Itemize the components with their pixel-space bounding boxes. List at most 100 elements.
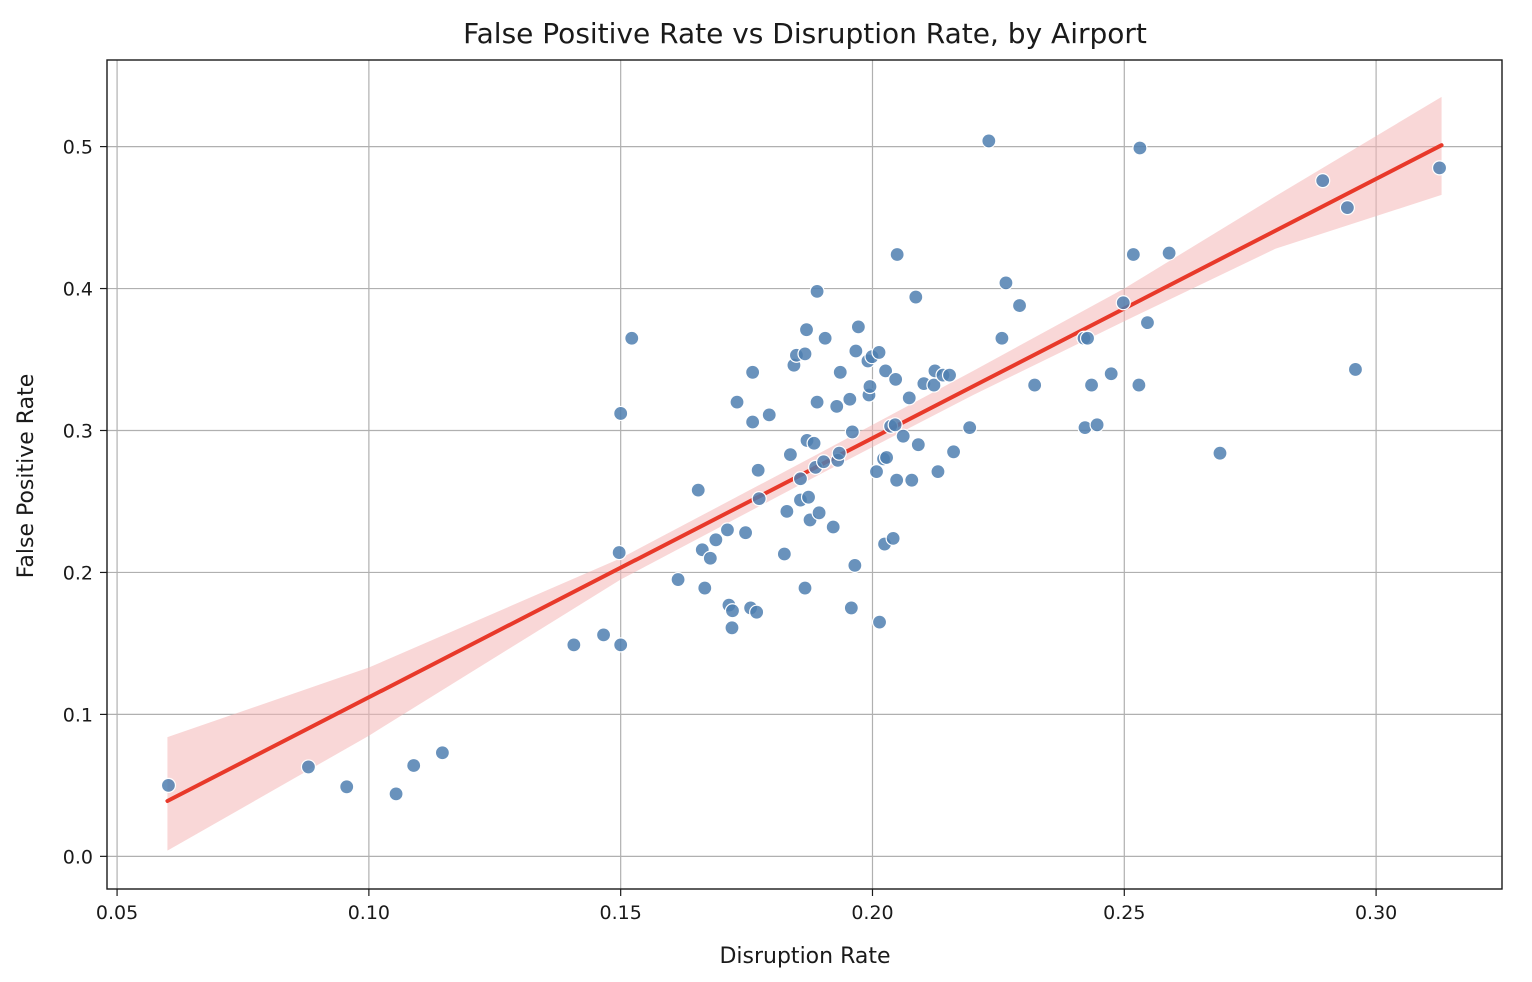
data-point (847, 557, 863, 573)
data-point (848, 343, 864, 359)
data-point (842, 391, 858, 407)
data-point (776, 546, 792, 562)
data-point (724, 620, 740, 636)
data-point (300, 759, 317, 775)
data-point (871, 614, 888, 630)
x-tick-label: 0.25 (1103, 902, 1145, 924)
data-point (624, 330, 640, 346)
data-point (745, 414, 761, 430)
data-point (670, 571, 686, 588)
data-point (981, 133, 997, 149)
data-point (843, 600, 859, 616)
data-point (811, 505, 827, 521)
data-point (611, 544, 627, 561)
data-point (613, 405, 629, 422)
data-point (832, 364, 848, 380)
data-point (613, 637, 629, 653)
data-point (737, 525, 754, 541)
data-point (901, 390, 917, 406)
data-point (889, 472, 905, 488)
data-point (829, 398, 845, 414)
data-point (697, 580, 713, 596)
data-point (750, 462, 766, 478)
data-point (887, 417, 903, 433)
y-tick-label: 0.5 (63, 137, 93, 159)
data-point (708, 532, 724, 548)
chart-title: False Positive Rate vs Disruption Rate, … (463, 17, 1147, 50)
x-tick-label: 0.30 (1355, 902, 1397, 924)
data-point (761, 407, 777, 423)
data-point (825, 519, 841, 535)
data-point (809, 283, 825, 299)
data-point (910, 437, 926, 453)
data-point (895, 428, 911, 444)
data-point (831, 445, 847, 461)
data-point (751, 491, 767, 507)
data-point (798, 322, 815, 338)
x-axis-ticks: 0.05 0.10 0.15 0.20 0.25 0.30 (96, 889, 1397, 924)
data-point (745, 364, 761, 380)
data-point (998, 275, 1014, 291)
data-point (388, 786, 404, 802)
plot-frame (106, 59, 1503, 890)
data-point (1027, 377, 1043, 393)
data-point (871, 344, 887, 361)
data-point (1011, 297, 1028, 314)
data-point (878, 449, 895, 466)
data-point (1139, 315, 1156, 331)
data-point (595, 627, 612, 643)
data-point (1089, 417, 1105, 433)
data-point (339, 779, 355, 795)
data-point (850, 319, 866, 335)
data-point (1079, 330, 1096, 346)
data-point (690, 482, 706, 498)
y-axis-ticks: 0.0 0.1 0.2 0.3 0.4 0.5 (63, 137, 107, 868)
y-tick-label: 0.4 (63, 279, 93, 301)
data-point (782, 447, 798, 463)
data-point (1132, 140, 1148, 156)
data-point (779, 503, 795, 520)
x-tick-label: 0.10 (348, 902, 390, 924)
data-point (729, 394, 745, 410)
data-point (862, 378, 878, 395)
y-tick-label: 0.2 (63, 562, 93, 584)
data-point (719, 522, 736, 538)
data-point (1131, 377, 1147, 393)
data-point (797, 580, 813, 596)
data-point (962, 420, 978, 436)
data-point (930, 464, 946, 480)
data-point (1083, 377, 1100, 393)
data-point (434, 745, 451, 761)
data-point (566, 637, 582, 653)
data-points (160, 133, 1448, 802)
data-point (406, 757, 422, 774)
data-point (844, 424, 860, 440)
data-point (816, 454, 832, 470)
y-tick-label: 0.1 (63, 704, 93, 726)
data-point (800, 489, 817, 505)
y-tick-label: 0.0 (63, 846, 93, 868)
data-point (1431, 160, 1448, 176)
data-point (1125, 246, 1141, 263)
data-point (809, 394, 825, 410)
data-point (724, 603, 741, 619)
y-tick-label: 0.3 (63, 420, 93, 442)
data-point (1315, 173, 1331, 189)
data-point (806, 435, 822, 451)
data-point (1339, 200, 1355, 216)
data-point (702, 550, 718, 566)
x-tick-label: 0.20 (851, 902, 893, 924)
data-point (749, 604, 765, 620)
data-point (1347, 361, 1364, 378)
data-point (1115, 295, 1131, 311)
data-point (1161, 245, 1177, 261)
data-point (904, 472, 920, 488)
data-point (994, 330, 1010, 346)
data-point (797, 346, 813, 362)
data-point (817, 330, 833, 346)
data-point (888, 371, 904, 387)
x-axis-label: Disruption Rate (719, 944, 890, 969)
data-point (941, 367, 958, 383)
data-point (1103, 366, 1119, 382)
